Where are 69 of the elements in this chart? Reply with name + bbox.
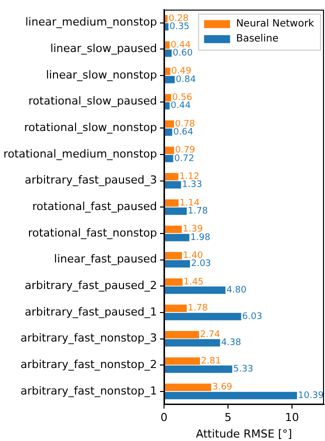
- bar: [164, 94, 172, 102]
- data-label: 4.38: [221, 338, 242, 348]
- bar: [164, 120, 174, 128]
- data-label: 3.69: [212, 382, 233, 393]
- y-tick-label: arbitrary_fast_paused_2: [24, 278, 157, 292]
- x-tick-label: 10: [285, 411, 299, 424]
- data-label: 0.44: [170, 101, 191, 112]
- y-tick-label: arbitrary_fast_paused_3: [24, 174, 157, 187]
- bar: [164, 252, 182, 260]
- bar: [164, 278, 183, 286]
- y-tick-label: rotational_slow_paused: [28, 94, 157, 108]
- bar: [164, 128, 172, 136]
- y-tick-label: linear_slow_paused: [50, 42, 157, 55]
- y-tick-label: arbitrary_fast_nonstop_1: [20, 384, 157, 398]
- y-tick-label: arbitrary_fast_nonstop_3: [20, 332, 157, 345]
- y-tick-label: linear_medium_nonstop: [25, 16, 158, 29]
- bar: [164, 23, 168, 31]
- data-label: 1.78: [188, 206, 208, 217]
- data-label: 0.35: [169, 22, 190, 32]
- data-label: 1.45: [184, 277, 204, 288]
- bar: [164, 226, 182, 234]
- bar: [164, 312, 242, 320]
- legend-label: Baseline: [236, 34, 278, 45]
- y-tick-label: rotational_fast_nonstop: [28, 226, 158, 240]
- bar: [164, 76, 175, 84]
- data-label: 10.39: [298, 390, 324, 401]
- bar: [164, 357, 200, 365]
- x-tick-label: 0: [160, 411, 168, 424]
- bar: [164, 286, 226, 294]
- bar: [164, 260, 190, 268]
- y-tick-label: linear_slow_nonstop: [46, 68, 158, 82]
- data-label: 0.64: [173, 128, 194, 138]
- data-label: 4.80: [226, 286, 247, 296]
- data-label: 1.39: [182, 224, 204, 235]
- data-label: 0.60: [172, 48, 193, 59]
- data-label: 2.74: [200, 330, 220, 340]
- data-label: 1.98: [190, 232, 211, 243]
- bar: [164, 339, 220, 347]
- bar: [164, 208, 187, 215]
- bar: [164, 304, 187, 312]
- bar: [164, 50, 172, 57]
- bar: [164, 384, 212, 392]
- y-tick-label: rotational_slow_nonstop: [24, 120, 157, 134]
- x-axis-title: Attitude RMSE [°]: [196, 427, 292, 440]
- data-label: 6.03: [242, 312, 262, 322]
- bar: [164, 146, 174, 154]
- y-tick-label: rotational_medium_nonstop: [3, 147, 158, 160]
- data-label: 0.72: [174, 154, 194, 164]
- legend-label: Neural Network: [236, 18, 314, 30]
- bar: [164, 199, 179, 207]
- bar: [164, 234, 190, 242]
- bar: [164, 392, 297, 400]
- x-tick-label: 5: [224, 411, 232, 424]
- y-tick-label: linear_fast_paused: [54, 252, 157, 266]
- bar: [164, 181, 182, 189]
- bar: [164, 173, 178, 180]
- data-label: 1.33: [182, 180, 202, 190]
- data-label: 5.33: [233, 364, 254, 375]
- data-label: 2.81: [200, 356, 222, 366]
- bar: [164, 331, 200, 338]
- data-label: 1.78: [188, 304, 208, 314]
- y-tick-label: rotational_fast_paused: [32, 200, 157, 213]
- bar: [164, 366, 232, 373]
- bar: [164, 68, 170, 76]
- y-tick-label: arbitrary_fast_nonstop_2: [20, 358, 157, 371]
- data-label: 1.14: [180, 198, 200, 208]
- data-label: 2.03: [190, 259, 212, 270]
- y-tick-label: arbitrary_fast_paused_1: [24, 305, 157, 318]
- data-label: 0.84: [176, 74, 196, 85]
